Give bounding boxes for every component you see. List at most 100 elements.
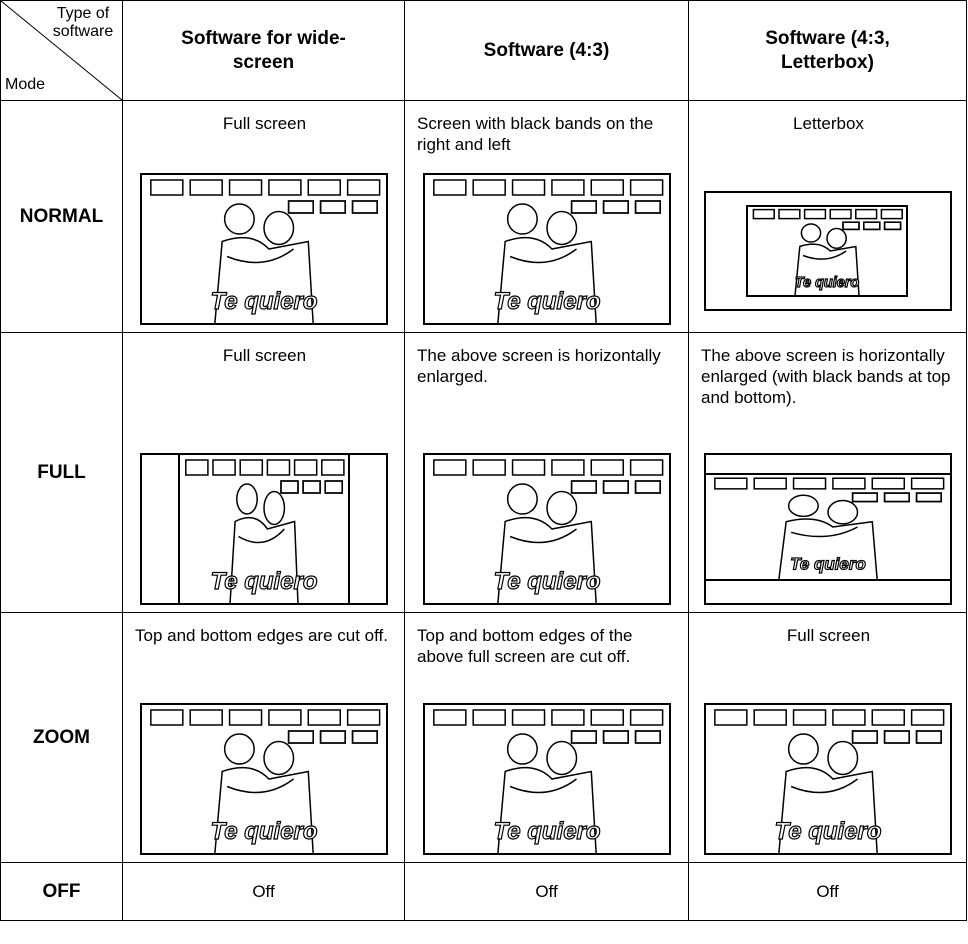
brick <box>184 459 209 476</box>
scene-frame <box>703 703 952 855</box>
figure-body <box>213 236 314 325</box>
brick <box>211 459 236 476</box>
mode-label: FULL <box>0 332 123 613</box>
brick <box>880 208 903 220</box>
brick <box>629 709 663 726</box>
brick <box>634 730 661 744</box>
figure-head <box>545 740 577 776</box>
brick <box>319 730 346 744</box>
illustration: Te quiero <box>703 453 952 605</box>
brick <box>777 208 801 220</box>
table-cell: The above screen is horizontally enlarge… <box>404 332 689 613</box>
brick <box>307 179 341 196</box>
table-cell: The above screen is horizontally enlarge… <box>688 332 967 613</box>
scene-frame <box>139 703 388 855</box>
illustration: Te quiero <box>139 703 388 855</box>
cell-text: The above screen is horizontally enlarge… <box>701 346 951 407</box>
scene-frame <box>703 473 952 581</box>
brick <box>432 179 467 196</box>
cell-text: The above screen is horizontally enlarge… <box>417 346 661 386</box>
cell-text: Full screen <box>222 114 307 133</box>
scene: Te quiero <box>139 703 388 855</box>
illustration: Te quiero <box>139 173 388 325</box>
brick <box>188 709 223 726</box>
brick <box>883 492 910 503</box>
brick <box>550 179 585 196</box>
brick <box>346 709 380 726</box>
scene: Te quiero <box>703 473 952 581</box>
figure-arm <box>790 778 858 794</box>
brick <box>550 709 585 726</box>
cell-text: Off <box>252 882 275 901</box>
brick <box>634 200 661 214</box>
illustration: Te quiero <box>422 453 671 605</box>
cell-text: Top and bottom edges of the above full s… <box>417 626 633 666</box>
brick <box>602 730 629 744</box>
brick <box>602 200 629 214</box>
brick <box>910 477 944 490</box>
figure-arm <box>226 248 294 264</box>
brick <box>602 480 629 494</box>
cell-text: Screen with black bands on the right and… <box>417 114 654 154</box>
figure-head <box>800 223 821 243</box>
brick <box>188 179 223 196</box>
brick <box>915 492 942 503</box>
illustration: Te quiero <box>422 173 671 325</box>
brick <box>752 477 787 490</box>
figure-body <box>777 518 878 581</box>
brick <box>831 709 866 726</box>
figure-head <box>262 740 294 776</box>
brick <box>432 709 467 726</box>
illustration-text: Te quiero <box>210 818 317 845</box>
brick <box>432 459 467 476</box>
figure-arm <box>226 778 294 794</box>
figure-arm <box>237 528 285 544</box>
figure-body <box>793 243 860 297</box>
scene-frame <box>422 173 671 325</box>
brick <box>267 709 302 726</box>
brick <box>752 709 787 726</box>
illustration: Te quiero <box>703 191 952 311</box>
brick <box>228 179 262 196</box>
corner-cell: Type of software Mode <box>0 0 123 101</box>
scene-frame <box>745 205 908 297</box>
illustration: Te quiero <box>139 453 388 605</box>
brick <box>570 730 597 744</box>
figure-arm <box>509 778 577 794</box>
brick <box>266 459 290 476</box>
brick <box>883 221 901 231</box>
table-cell: Letterbox Te quiero <box>688 100 967 333</box>
scene: Te quiero <box>422 453 671 605</box>
figure-head <box>545 490 577 526</box>
brick <box>915 730 942 744</box>
table-cell: Off <box>404 862 689 921</box>
brick <box>351 730 378 744</box>
figure-body <box>213 766 314 855</box>
brick <box>590 709 624 726</box>
brick <box>828 208 852 220</box>
brick <box>854 208 877 220</box>
cell-text: Letterbox <box>793 114 864 133</box>
brick <box>792 709 826 726</box>
brick <box>511 709 545 726</box>
column-header: Software (4:3, Letterbox) <box>688 0 967 101</box>
mode-label: OFF <box>0 862 123 921</box>
brick <box>713 477 748 490</box>
figure-head <box>826 740 858 776</box>
figure-head <box>787 733 819 765</box>
brick <box>590 179 624 196</box>
figure-head <box>262 490 285 526</box>
brick <box>319 200 346 214</box>
brick <box>293 459 317 476</box>
scene: Te quiero <box>422 703 671 855</box>
illustration: Te quiero <box>703 703 952 855</box>
cell-text: Off <box>535 882 558 901</box>
illustration-text: Te quiero <box>493 818 600 845</box>
table-cell: Off <box>688 862 967 921</box>
table-cell: Top and bottom edges of the above full s… <box>404 612 689 863</box>
scene: Te quiero <box>177 453 350 605</box>
figure-head <box>506 483 538 515</box>
brick <box>851 730 878 744</box>
figure-body <box>228 516 299 605</box>
brick <box>511 459 545 476</box>
